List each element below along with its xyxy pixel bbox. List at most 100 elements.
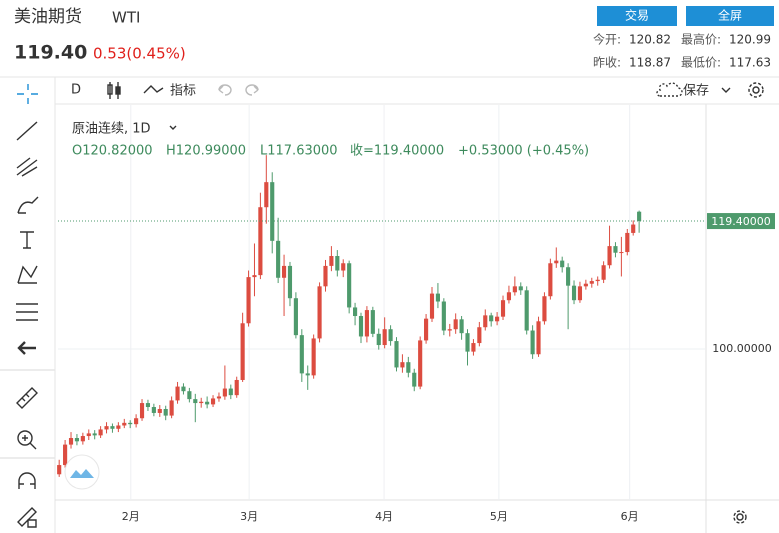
candle-body xyxy=(477,327,482,344)
stat-value: 120.99 xyxy=(729,33,771,47)
candle-body xyxy=(74,438,80,442)
candle-body xyxy=(429,293,435,319)
y-tick-label: 100.00000 xyxy=(712,342,772,355)
candle-body xyxy=(323,265,328,287)
legend-values: O120.82000 H120.99000 L117.63000 收=119.4… xyxy=(72,144,589,159)
candle-body xyxy=(400,362,405,368)
candle-body xyxy=(116,425,121,429)
zoom-tool[interactable] xyxy=(17,430,37,450)
legend-low: L117.63000 xyxy=(260,144,338,159)
candle-body xyxy=(139,403,145,419)
cloud-icon[interactable] xyxy=(656,82,683,97)
candle-body xyxy=(406,362,411,373)
candle-body xyxy=(175,386,180,401)
candle-body xyxy=(536,321,541,355)
candle-body xyxy=(382,329,387,346)
candle-body xyxy=(311,338,316,376)
candle-body xyxy=(619,252,624,254)
candle-body xyxy=(358,316,364,337)
brush-tool[interactable] xyxy=(17,196,39,214)
instrument-symbol: WTI xyxy=(112,9,140,27)
trade-button[interactable] xyxy=(597,6,677,26)
candle-body xyxy=(216,396,222,399)
candle-body xyxy=(187,391,192,400)
save-menu[interactable] xyxy=(721,87,731,93)
candle-body xyxy=(500,300,506,317)
candle-body xyxy=(205,401,210,405)
candle-body xyxy=(276,240,281,278)
candle-body xyxy=(110,426,115,429)
candle-body xyxy=(169,400,174,416)
candle-body xyxy=(424,318,429,341)
candle-body xyxy=(281,265,287,278)
candle-body xyxy=(530,330,535,355)
candle-body xyxy=(181,386,186,392)
pattern-tool[interactable] xyxy=(17,265,38,284)
candle-body xyxy=(548,263,553,297)
candle-body xyxy=(68,438,74,445)
chart-type-button[interactable] xyxy=(107,82,121,99)
candle-body xyxy=(305,373,310,376)
chart: 2月 3月 4月 5月 6月 100.00000 119.40000 xyxy=(55,103,779,533)
x-tick-label: 3月 xyxy=(240,510,258,523)
legend-menu[interactable] xyxy=(169,125,177,130)
stat-label: 最低价: xyxy=(681,56,721,70)
undo-button[interactable] xyxy=(218,84,232,96)
candle-body xyxy=(447,329,452,331)
watermark xyxy=(64,454,100,490)
candle-body xyxy=(151,407,156,413)
redo-button[interactable] xyxy=(245,84,259,96)
back-tool[interactable] xyxy=(17,341,36,355)
candle-body xyxy=(483,315,488,328)
text-tool[interactable] xyxy=(20,231,34,249)
interval-button[interactable]: D xyxy=(71,83,81,98)
x-tick-label: 4月 xyxy=(375,510,393,523)
legend-title: 原油连续, 1D xyxy=(72,121,151,137)
indicator-icon[interactable] xyxy=(143,85,164,94)
candle-body xyxy=(554,260,559,264)
candle-body xyxy=(199,401,204,404)
save-button[interactable]: 保存 xyxy=(683,84,709,99)
candle-body xyxy=(98,429,103,436)
candle-body xyxy=(92,433,97,436)
settings-button[interactable] xyxy=(748,82,764,98)
stat-value: 120.82 xyxy=(629,33,671,47)
last-price: 119.40 xyxy=(14,42,87,64)
candle-body xyxy=(583,283,588,287)
magnet-tool[interactable] xyxy=(18,472,36,489)
fib-tool[interactable] xyxy=(16,157,38,177)
candle-body xyxy=(435,293,440,302)
candle-body xyxy=(376,333,381,346)
candle-body xyxy=(353,307,358,317)
candle-body xyxy=(364,310,369,337)
last-price-label: 119.40000 xyxy=(711,215,771,228)
axis-settings[interactable] xyxy=(733,510,747,524)
candle-body xyxy=(542,296,547,322)
candle-body xyxy=(258,207,263,276)
line-tool[interactable] xyxy=(16,121,38,141)
candle-body xyxy=(489,315,494,322)
fullscreen-button-label[interactable]: 全屏 xyxy=(718,8,742,23)
x-tick-label: 6月 xyxy=(621,510,639,523)
measure-tool[interactable] xyxy=(16,303,38,321)
candle-body xyxy=(246,277,251,324)
candle-body xyxy=(512,286,517,293)
candle-body xyxy=(459,319,464,334)
candle-body xyxy=(577,286,583,301)
crosshair-tool[interactable] xyxy=(17,84,38,104)
candle-body xyxy=(341,263,346,271)
lock-tool[interactable] xyxy=(17,507,37,528)
candle-body xyxy=(595,279,600,282)
candle-body xyxy=(287,265,293,299)
candle-body xyxy=(418,340,423,387)
candle-body xyxy=(222,388,227,397)
ruler-tool[interactable] xyxy=(16,387,38,409)
indicators-button[interactable]: 指标 xyxy=(170,84,196,99)
candle-body xyxy=(193,399,198,404)
candle-body xyxy=(347,263,352,308)
fullscreen-button[interactable] xyxy=(686,6,774,26)
candle-body xyxy=(293,298,298,336)
candle-body xyxy=(57,465,62,475)
candle-body xyxy=(163,408,168,416)
trade-button-label[interactable]: 交易 xyxy=(625,8,649,23)
